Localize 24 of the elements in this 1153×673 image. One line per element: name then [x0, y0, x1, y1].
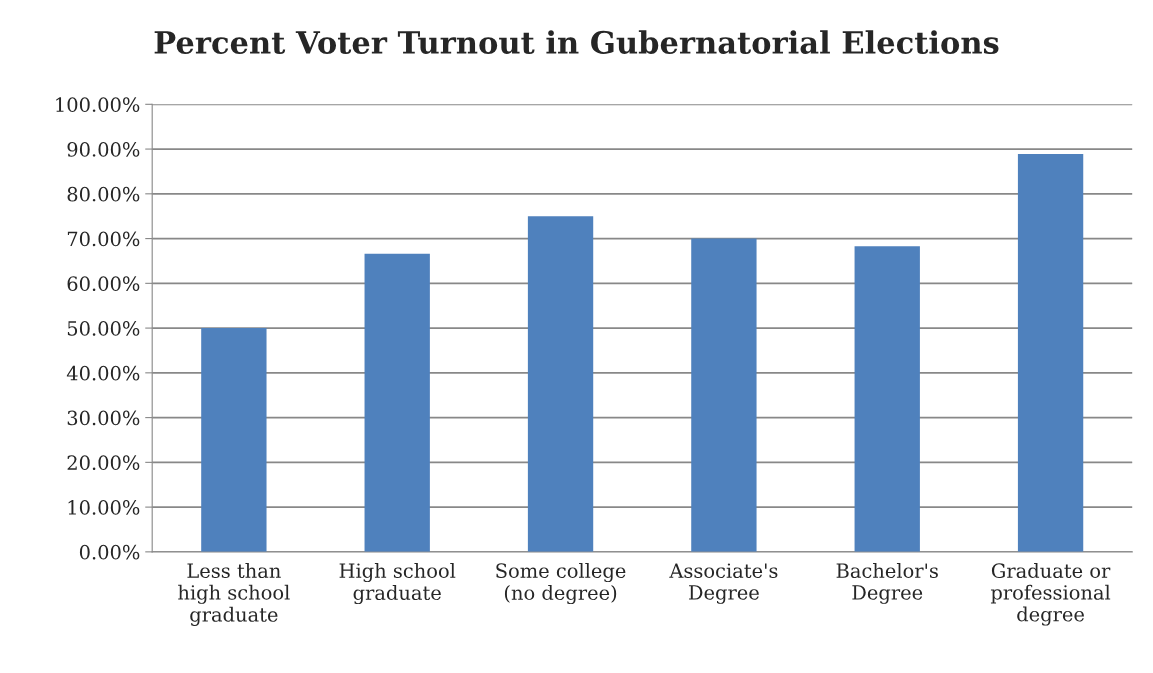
y-tick-label: 50.00% [67, 321, 140, 336]
chart-title: Percent Voter Turnout in Gubernatorial Elections [154, 30, 999, 54]
y-tick-label: 80.00% [67, 186, 140, 202]
bar [854, 246, 920, 552]
y-tick-label: 20.00% [67, 455, 140, 471]
x-tick-label: Associate's Degree [669, 563, 778, 604]
x-tick-label: High school graduate [339, 562, 456, 605]
y-tick-label: 70.00% [67, 231, 140, 247]
x-tick-label: Less than high school graduate [178, 562, 290, 626]
y-tick-label: 60.00% [67, 276, 140, 291]
y-tick-label: 0.00% [79, 544, 140, 560]
bar [364, 253, 430, 552]
bar [201, 328, 267, 552]
bar [691, 238, 757, 552]
bar [527, 216, 594, 552]
y-tick-label: 30.00% [67, 410, 140, 426]
x-tick-label: Bachelor's Degree [836, 562, 938, 604]
x-tick-label: Some college (no degree) [496, 562, 626, 605]
y-tick-label: 90.00% [67, 142, 140, 157]
y-tick-label: 100.00% [56, 97, 140, 112]
y-tick-label: 40.00% [66, 365, 140, 381]
y-tick-label: 10.00% [68, 500, 140, 515]
x-tick-label: Graduate or professional degree [990, 562, 1111, 626]
bar [1017, 153, 1084, 552]
